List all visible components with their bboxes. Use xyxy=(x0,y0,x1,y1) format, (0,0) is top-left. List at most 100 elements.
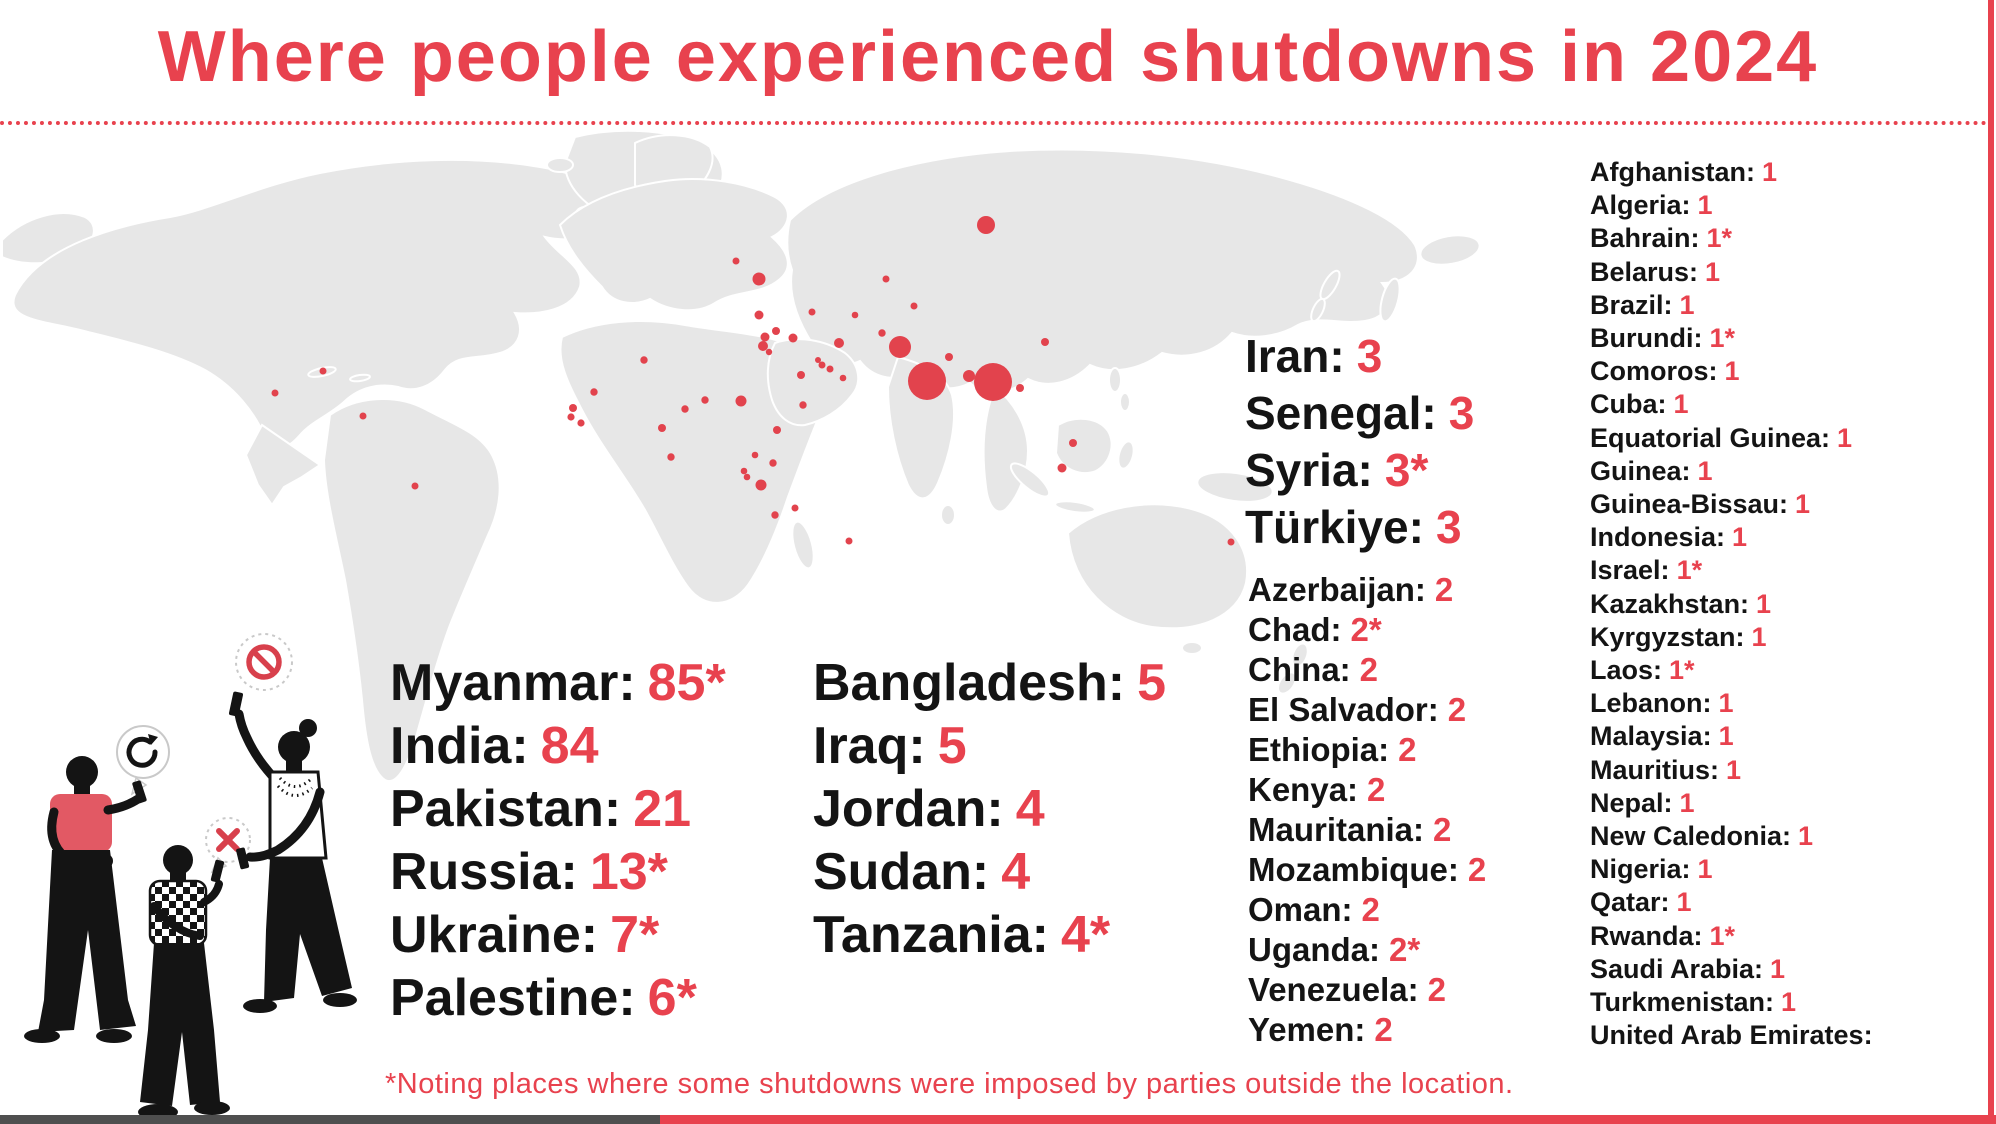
list-item: Mauritius: 1 xyxy=(1590,754,1880,787)
shutdown-dot-iraq xyxy=(788,333,798,343)
refresh-bubble xyxy=(116,725,170,796)
person-tank-top xyxy=(228,691,357,1013)
list-item: Tanzania: 4* xyxy=(813,904,1166,967)
list-item: Iran: 3 xyxy=(1245,328,1474,385)
shutdown-dot-laos xyxy=(1016,384,1024,392)
list-item: Oman: 2 xyxy=(1248,890,1486,930)
country-label: Kazakhstan: xyxy=(1590,588,1750,619)
list-item: Burundi: 1* xyxy=(1590,322,1880,355)
shutdown-dot-equatorial-guinea xyxy=(667,453,675,461)
shutdown-dot-tanzania xyxy=(755,479,767,491)
country-label: Ethiopia: xyxy=(1248,731,1390,768)
country-value: 2* xyxy=(1350,611,1382,648)
shutdown-dot-kenya xyxy=(769,459,777,467)
country-value: 2 xyxy=(1398,731,1417,768)
shutdown-dot-afghanistan xyxy=(878,329,886,337)
list-item: Turkmenistan: 1 xyxy=(1590,986,1880,1019)
country-value: 2 xyxy=(1433,811,1452,848)
bottom-bar-red-segment xyxy=(660,1115,1996,1124)
no-sign-icon xyxy=(246,644,282,680)
list-item: Mauritania: 2 xyxy=(1248,810,1486,850)
list-item: United Arab Emirates: xyxy=(1590,1019,1880,1052)
country-value: 2 xyxy=(1427,971,1446,1008)
shutdown-dot xyxy=(681,405,689,413)
country-value: 1 xyxy=(1679,289,1695,320)
country-label: Mozambique: xyxy=(1248,851,1459,888)
shutdown-dot-lebanon xyxy=(760,332,770,342)
shutdown-dot-sudan xyxy=(735,395,747,407)
country-value: 1 xyxy=(1798,821,1814,852)
country-value: 3 xyxy=(1448,387,1475,439)
refresh-icon xyxy=(126,734,158,768)
list-item: Laos: 1* xyxy=(1590,654,1880,687)
list-item: New Caledonia: 1 xyxy=(1590,820,1880,853)
shutdown-dot-kazakhstan xyxy=(882,275,890,283)
country-value: 1 xyxy=(1837,422,1853,453)
shutdown-dot-iran xyxy=(834,338,844,348)
list-item: Pakistan: 21 xyxy=(390,778,726,841)
list-item: Israel: 1* xyxy=(1590,554,1880,587)
list-item: Malaysia: 1 xyxy=(1590,720,1880,753)
country-value: 2 xyxy=(1374,1011,1393,1048)
country-value: 1 xyxy=(1724,356,1740,387)
country-value: 1 xyxy=(1697,190,1713,221)
country-label: Algeria: xyxy=(1590,190,1691,221)
country-label: Belarus: xyxy=(1590,256,1699,287)
country-label: Nigeria: xyxy=(1590,854,1691,885)
country-label: El Salvador: xyxy=(1248,691,1439,728)
shutdown-dot-ethiopia xyxy=(773,426,781,434)
list-item: Bangladesh: 5 xyxy=(813,652,1166,715)
list-item: Brazil: 1 xyxy=(1590,289,1880,322)
list-item: El Salvador: 2 xyxy=(1248,690,1486,730)
country-label: Chad: xyxy=(1248,611,1342,648)
asterisk-footnote: *Noting places where some shutdowns were… xyxy=(385,1068,1514,1100)
list-item: Saudi Arabia: 1 xyxy=(1590,953,1880,986)
country-value: 3* xyxy=(1384,444,1429,496)
country-label: Bahrain: xyxy=(1590,223,1700,254)
country-label: Uganda: xyxy=(1248,931,1380,968)
country-value: 1 xyxy=(1718,688,1734,719)
list-item: Kyrgyzstan: 1 xyxy=(1590,621,1880,654)
x-mark-icon xyxy=(216,828,240,852)
no-sign-bubble xyxy=(235,633,293,691)
country-label: Mauritius: xyxy=(1590,754,1720,785)
country-value: 1 xyxy=(1751,621,1767,652)
list-item: Ethiopia: 2 xyxy=(1248,730,1486,770)
list-item: Guinea: 1 xyxy=(1590,455,1880,488)
list-item: Indonesia: 1 xyxy=(1590,521,1880,554)
country-value: 1 xyxy=(1762,157,1778,187)
shutdown-dot-guinea-bissau xyxy=(567,413,575,421)
shutdown-dot-oman xyxy=(839,374,847,382)
shutdown-dots-layer xyxy=(271,216,1235,546)
country-label: Kenya: xyxy=(1248,771,1359,808)
list-item: Guinea-Bissau: 1 xyxy=(1590,488,1880,521)
shutdown-dot-senegal xyxy=(569,404,577,412)
country-label: Russia: xyxy=(390,843,578,901)
shutdown-dot-israel xyxy=(765,348,773,356)
shutdown-dot-saudi-arabia xyxy=(797,371,805,379)
list-item: Equatorial Guinea: 1 xyxy=(1590,422,1880,455)
list-item: Qatar: 1 xyxy=(1590,886,1880,919)
country-label: Turkmenistan: xyxy=(1590,987,1775,1018)
list-item: Jordan: 4 xyxy=(813,778,1166,841)
list-item: Afghanistan: 1 xyxy=(1590,156,1880,189)
country-value: 13* xyxy=(589,843,668,901)
country-label: Guinea: xyxy=(1590,455,1691,486)
shutdown-dot-brazil xyxy=(411,482,419,490)
shutdown-dot-mauritania xyxy=(590,388,598,396)
country-label: Myanmar: xyxy=(390,654,636,712)
country-label: New Caledonia: xyxy=(1590,821,1792,852)
shutdown-dot-kyrgyzstan xyxy=(910,302,918,310)
country-label: Tanzania: xyxy=(813,906,1049,964)
country-label: Saudi Arabia: xyxy=(1590,953,1764,984)
right-edge-accent-bar xyxy=(1988,0,1994,1124)
country-label: Jordan: xyxy=(813,780,1004,838)
country-value: 1* xyxy=(1676,555,1703,586)
list-item: Nigeria: 1 xyxy=(1590,853,1880,886)
shutdown-dot-china xyxy=(1041,338,1049,346)
shutdown-dot-ukraine xyxy=(752,272,766,286)
list-two-shutdowns: Azerbaijan: 2 Chad: 2* China: 2 El Salvador: 2 E… xyxy=(1248,570,1486,1050)
shutdown-dot-comoros xyxy=(791,504,799,512)
shutdown-dot-mozambique xyxy=(771,511,779,519)
country-value: 1 xyxy=(1673,389,1689,420)
